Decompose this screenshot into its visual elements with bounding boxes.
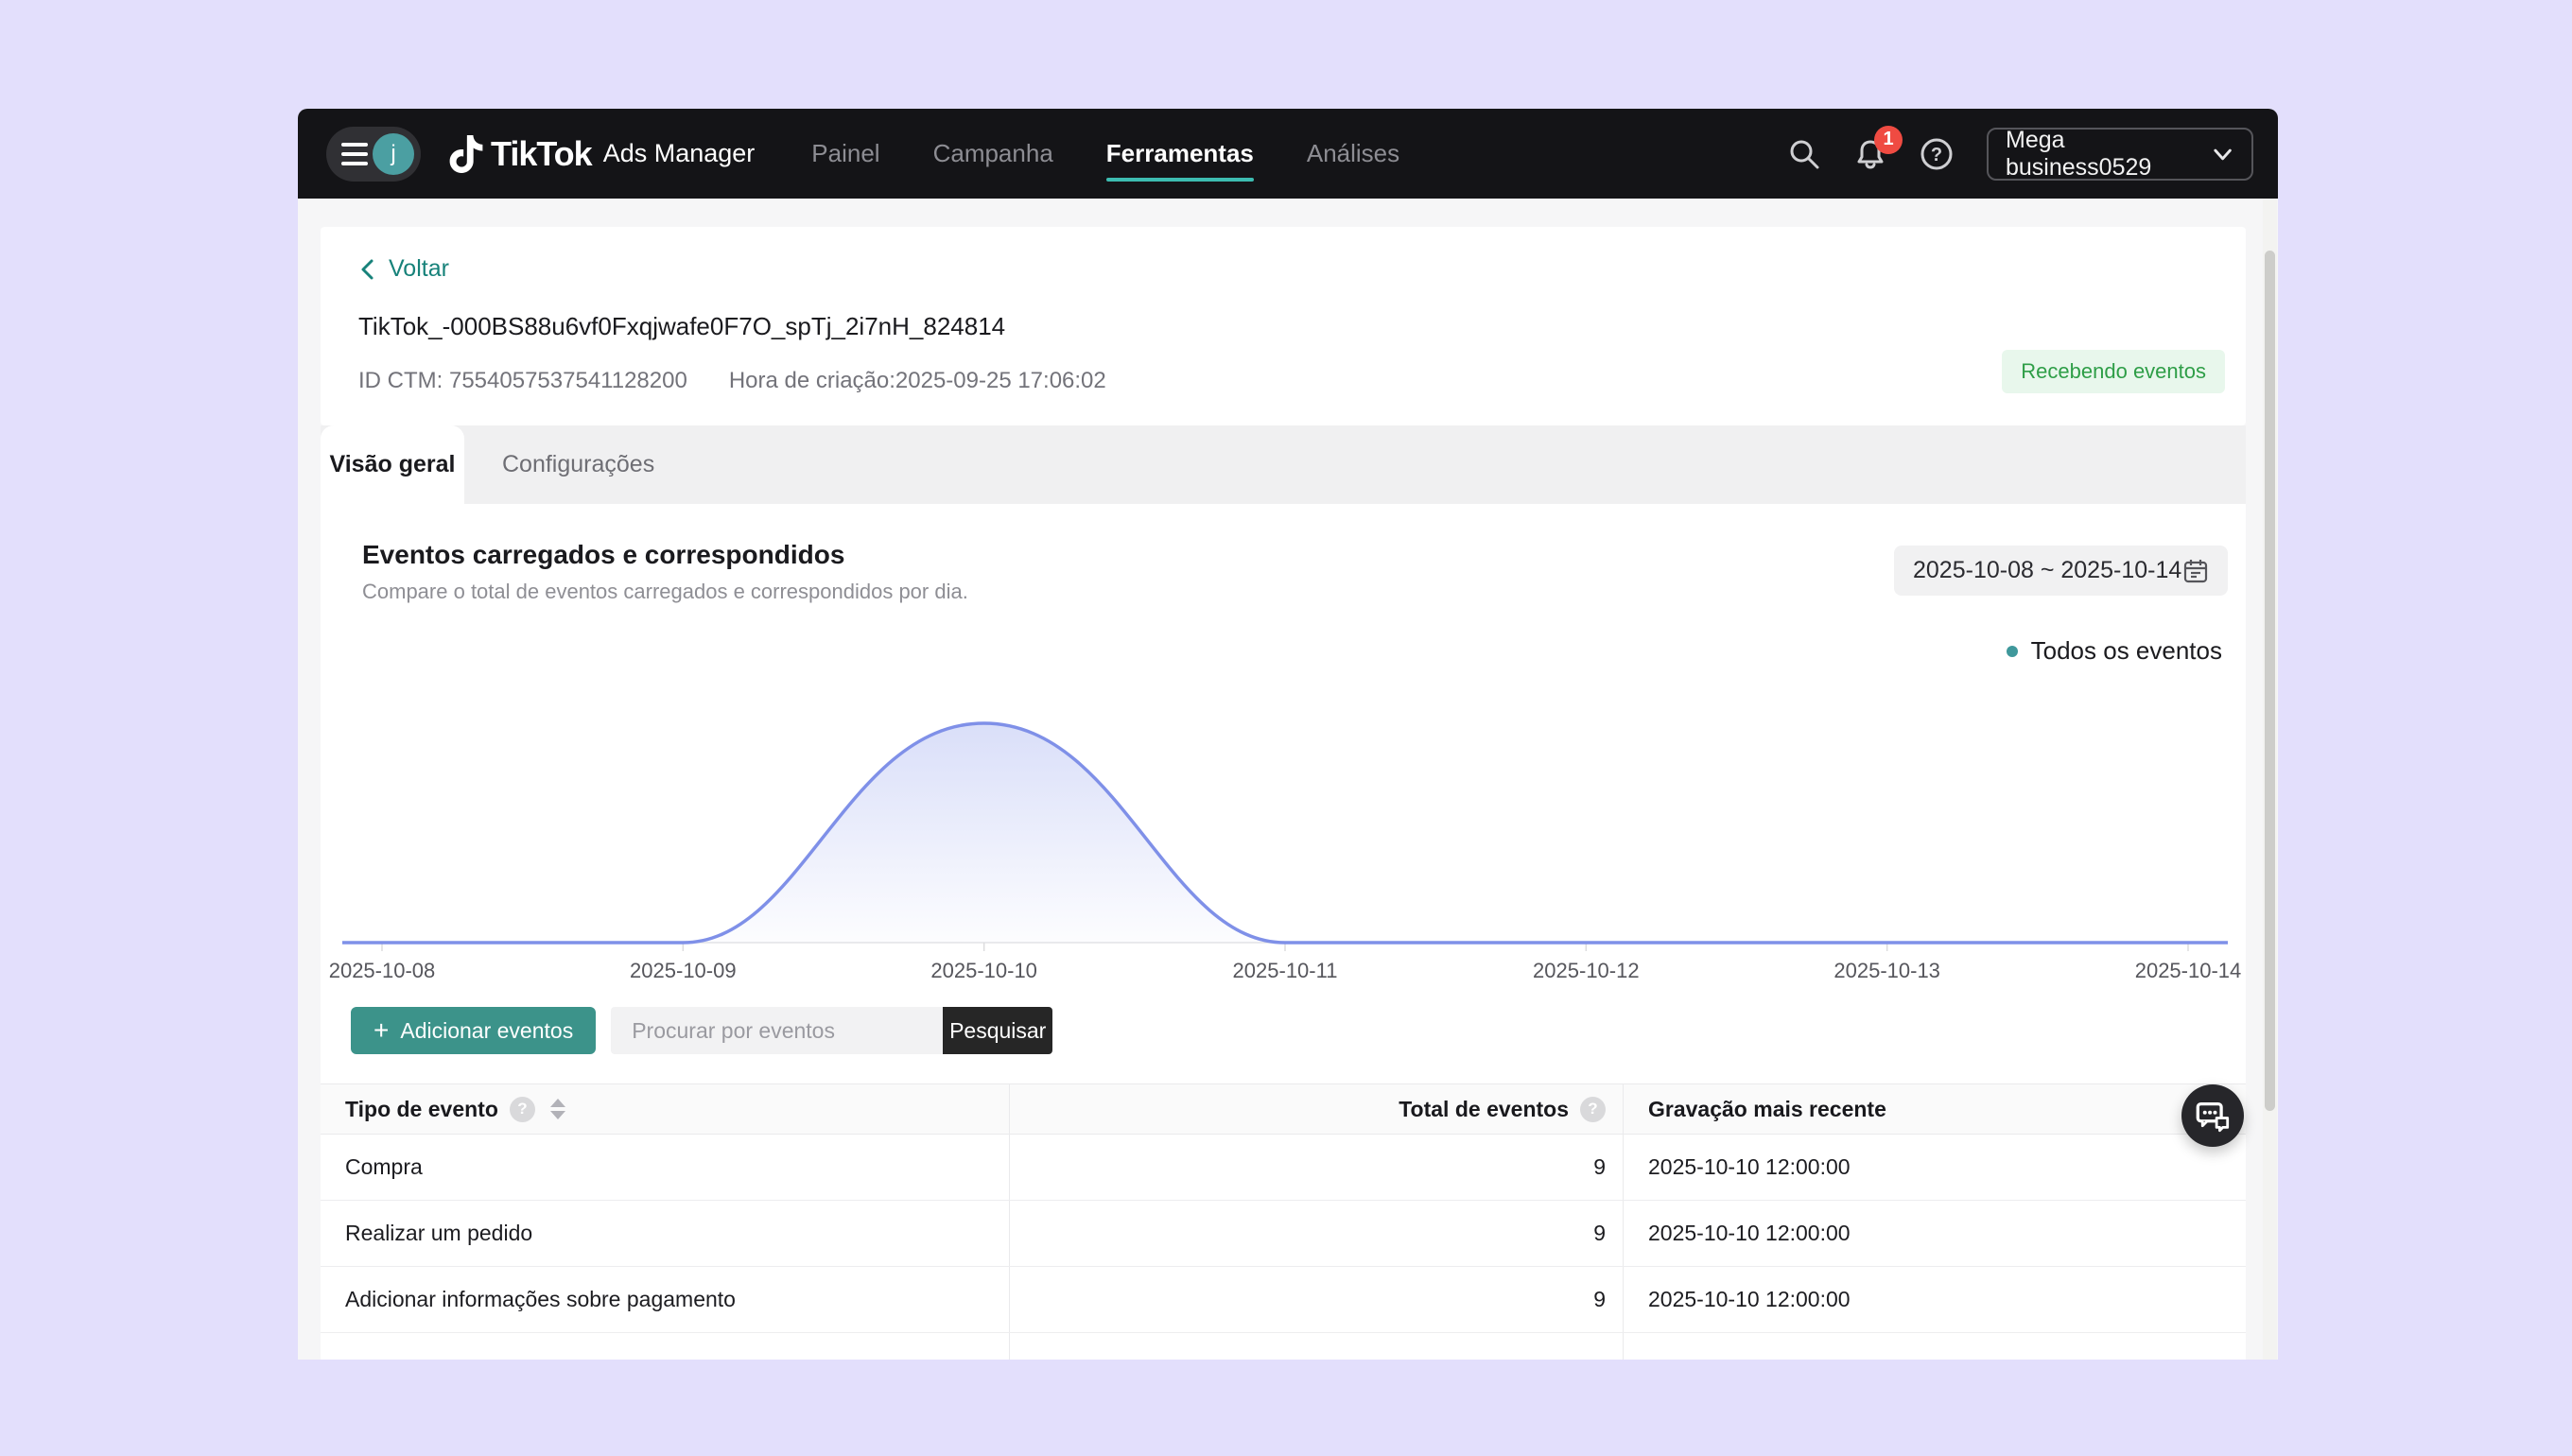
events-line-chart — [342, 684, 2228, 958]
col-gravacao-mais-recente: Gravação mais recente — [1648, 1096, 1886, 1121]
search-icon[interactable] — [1784, 134, 1824, 174]
table-row[interactable]: Compra 9 2025-10-10 12:00:00 — [321, 1135, 2246, 1201]
back-chevron-icon — [361, 259, 374, 279]
meta-row: ID CTM: 7554057537541128200 Hora de cria… — [358, 368, 2208, 394]
tiktok-logo-icon — [449, 134, 483, 173]
plus-icon: + — [374, 1015, 390, 1045]
status-badge: Recebendo eventos — [2002, 350, 2225, 393]
tab-visao-geral[interactable]: Visão geral — [321, 425, 464, 504]
add-events-label: Adicionar eventos — [400, 1017, 574, 1043]
nav-item-analises[interactable]: Análises — [1306, 139, 1400, 167]
scrollbar-track[interactable] — [2263, 199, 2277, 1360]
help-circle-icon[interactable]: ? — [1580, 1096, 1606, 1122]
event-total-cell: 9 — [1010, 1267, 1624, 1332]
table-row[interactable]: Realizar um pedido 9 2025-10-10 12:00:00 — [321, 1201, 2246, 1267]
account-selector[interactable]: Mega business0529 — [1987, 126, 2253, 181]
top-navbar: j TikTok Ads Manager Painel Campanha Fer… — [298, 109, 2278, 199]
chart-subtitle: Compare o total de eventos carregados e … — [362, 580, 968, 603]
col-total-de-eventos: Total de eventos — [1399, 1096, 1569, 1121]
chart-title: Eventos carregados e correspondidos — [362, 540, 845, 569]
event-latest-cell: 2025-10-10 12:00:00 — [1648, 1287, 1851, 1311]
search-button[interactable]: Pesquisar — [943, 1007, 1053, 1054]
scrollbar-thumb[interactable] — [2265, 251, 2275, 1111]
event-latest-cell: 2025-10-10 12:00:00 — [1648, 1221, 1851, 1245]
tab-configuracoes[interactable]: Configurações — [502, 451, 655, 477]
event-type-cell: Realizar um pedido — [321, 1201, 1010, 1266]
menu-avatar-pill[interactable]: j — [326, 126, 421, 182]
help-circle-icon[interactable]: ? — [509, 1096, 535, 1122]
chart-legend[interactable]: Todos os eventos — [2006, 636, 2222, 666]
nav-item-painel[interactable]: Painel — [811, 139, 880, 167]
primary-nav: Painel Campanha Ferramentas Análises — [811, 109, 1399, 199]
event-total-cell: 9 — [1010, 1135, 1624, 1200]
hamburger-menu-icon[interactable] — [341, 142, 368, 165]
x-axis-label: 2025-10-14 — [2134, 959, 2242, 982]
notification-badge: 1 — [1874, 125, 1903, 154]
tab-bar: Visão geral Configurações — [321, 425, 2246, 504]
navbar-right: 1 ? Mega business0529 — [1784, 125, 2253, 181]
brand-suffix: Ads Manager — [602, 139, 756, 167]
back-link[interactable]: Voltar — [358, 255, 449, 283]
browser-window: j TikTok Ads Manager Painel Campanha Fer… — [298, 109, 2278, 1360]
help-icon[interactable]: ? — [1917, 134, 1956, 174]
svg-text:?: ? — [1931, 145, 1942, 165]
brand-name: TikTok — [491, 133, 593, 173]
event-latest-cell: 2025-10-10 12:00:00 — [1648, 1154, 1851, 1179]
x-axis-label: 2025-10-08 — [328, 959, 436, 982]
event-header-card: Voltar TikTok_-000BS88u6vf0Fxqjwafe0F7O_… — [321, 227, 2246, 425]
brand: TikTok Ads Manager — [447, 134, 755, 174]
chevron-down-icon — [2214, 148, 2232, 160]
sort-icon[interactable] — [549, 1099, 565, 1119]
chat-feedback-button[interactable] — [2181, 1084, 2244, 1147]
x-axis-label: 2025-10-12 — [1533, 959, 1640, 982]
col-tipo-de-evento: Tipo de evento — [345, 1096, 498, 1121]
calendar-icon — [2183, 559, 2208, 582]
event-type-cell: Compra — [321, 1135, 1010, 1200]
x-axis-label: 2025-10-09 — [630, 959, 737, 982]
x-axis-label: 2025-10-13 — [1833, 959, 1940, 982]
legend-label: Todos os eventos — [2030, 636, 2222, 665]
overview-card: Eventos carregados e correspondidos Comp… — [321, 504, 2246, 1360]
add-events-button[interactable]: + Adicionar eventos — [351, 1007, 597, 1054]
table-row[interactable]: Adicionar informações sobre pagamento 9 … — [321, 1267, 2246, 1333]
date-range-value: 2025-10-08 ~ 2025-10-14 — [1913, 557, 2182, 583]
event-type-cell: Adicionar informações sobre pagamento — [321, 1267, 1010, 1332]
table-header: Tipo de evento ? Total de eventos ? Grav… — [321, 1083, 2246, 1135]
chart-canvas — [342, 721, 2228, 951]
table-row[interactable] — [321, 1333, 2246, 1360]
actions-row: + Adicionar eventos Pesquisar — [351, 1007, 1053, 1054]
account-name: Mega business0529 — [2006, 126, 2152, 181]
search-input[interactable] — [611, 1007, 944, 1054]
nav-item-campanha[interactable]: Campanha — [932, 139, 1053, 167]
event-search: Pesquisar — [611, 1007, 1053, 1054]
page-title: TikTok_-000BS88u6vf0Fxqjwafe0F7O_spTj_2i… — [358, 311, 1006, 340]
bell-icon[interactable]: 1 — [1851, 125, 1903, 174]
page-content: Voltar TikTok_-000BS88u6vf0Fxqjwafe0F7O_… — [321, 227, 2246, 1360]
avatar[interactable]: j — [373, 132, 414, 175]
x-axis-label: 2025-10-11 — [1232, 959, 1338, 982]
back-label: Voltar — [389, 255, 449, 282]
date-range-picker[interactable]: 2025-10-08 ~ 2025-10-14 — [1894, 546, 2228, 596]
legend-dot-icon — [2006, 645, 2018, 657]
chat-icon — [2196, 1101, 2230, 1133]
events-table: Tipo de evento ? Total de eventos ? Grav… — [321, 1083, 2246, 1360]
creation-time: Hora de criação:2025-09-25 17:06:02 — [728, 367, 1106, 393]
ctm-id: ID CTM: 7554057537541128200 — [358, 367, 687, 393]
event-total-cell: 9 — [1010, 1201, 1624, 1266]
x-axis-labels: 2025-10-08 2025-10-09 2025-10-10 2025-10-11… — [329, 951, 2242, 983]
nav-item-ferramentas[interactable]: Ferramentas — [1105, 109, 1254, 199]
x-axis-label: 2025-10-10 — [930, 959, 1037, 982]
